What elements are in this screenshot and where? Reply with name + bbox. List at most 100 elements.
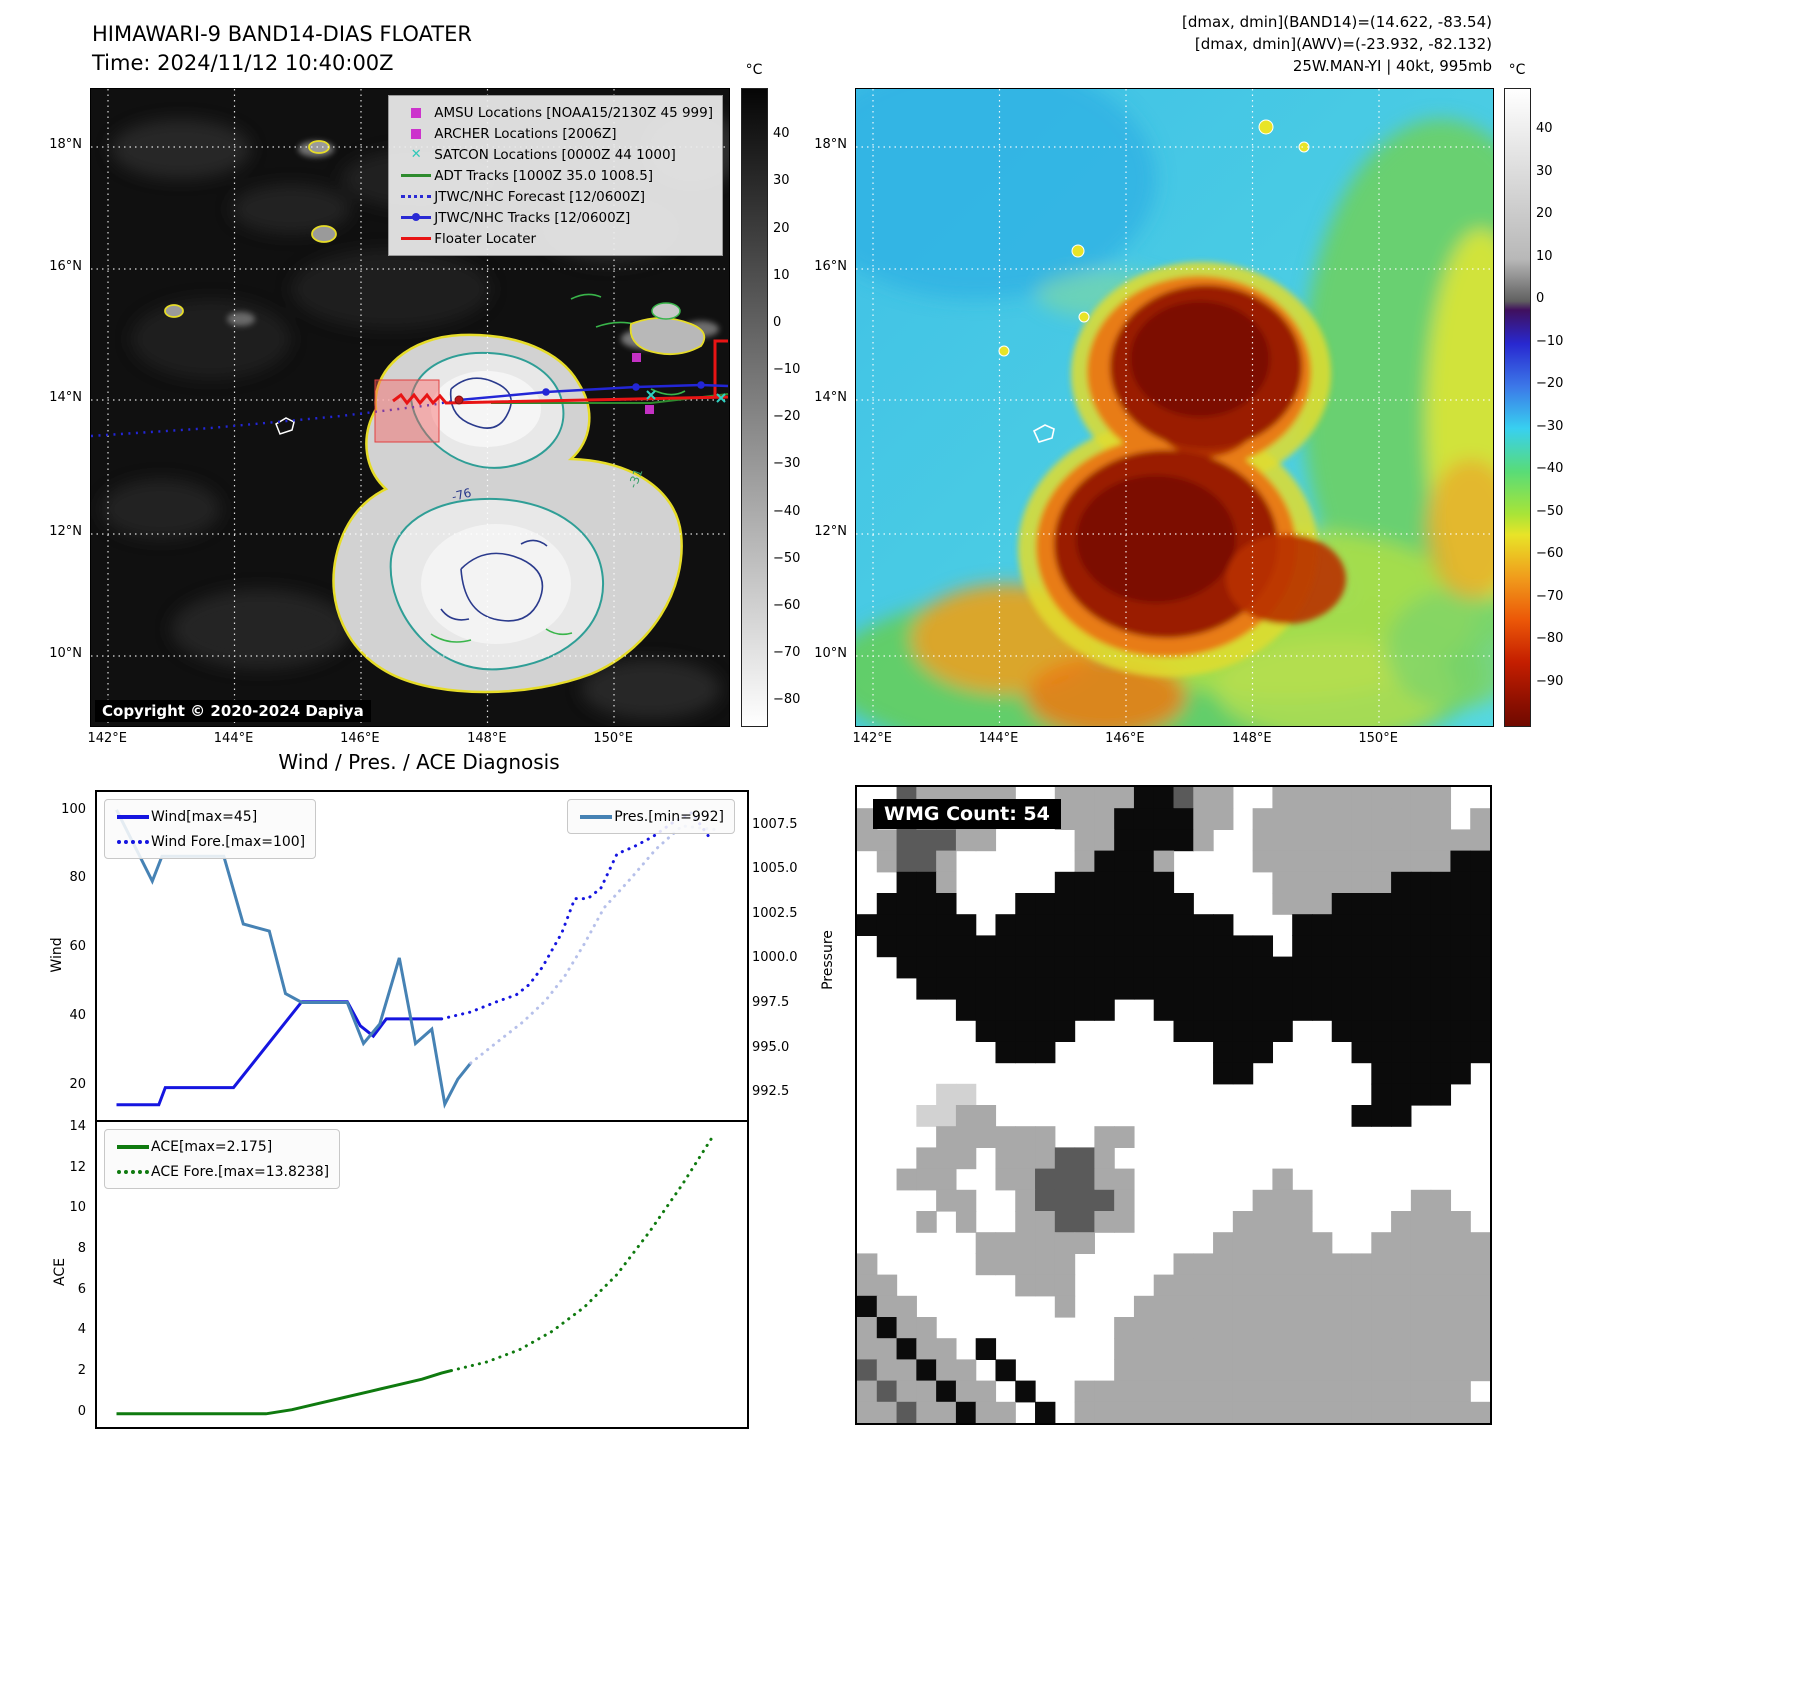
wmg-cell — [1450, 1380, 1471, 1403]
wmg-cell — [1094, 850, 1115, 873]
wmg-cell — [1094, 1211, 1115, 1233]
wmg-cell — [1074, 935, 1095, 958]
wmg-cell — [1410, 935, 1432, 958]
wmg-cell — [896, 1380, 917, 1403]
x-tick-label: 144°E — [213, 731, 254, 746]
legend-item: ARCHER Locations [2006Z] — [398, 123, 713, 144]
wmg-cell — [1311, 808, 1333, 830]
wmg-cell — [1292, 1253, 1313, 1276]
wmg-cell — [1035, 1401, 1056, 1423]
wmg-cell — [1015, 1020, 1036, 1042]
wmg-cell — [1074, 787, 1095, 809]
wmg-cell — [1430, 1274, 1452, 1297]
line-marker — [115, 1144, 151, 1149]
wmg-cell — [1054, 871, 1076, 894]
wmg-cell — [1292, 850, 1313, 873]
wmg-cell — [1074, 1147, 1095, 1170]
wmg-cell — [1114, 1189, 1135, 1212]
wmg-cell — [1410, 871, 1432, 894]
wmg-cell — [1074, 808, 1095, 830]
pressure-tick-label: 1002.5 — [752, 905, 798, 921]
wmg-cell — [1272, 787, 1293, 809]
wmg-cell — [1213, 787, 1234, 809]
wmg-cell — [1213, 999, 1234, 1021]
wmg-cell — [1331, 850, 1353, 873]
legend-label: ACE[max=2.175] — [151, 1138, 273, 1155]
wmg-cell — [1272, 829, 1293, 852]
wmg-cell — [955, 1211, 977, 1233]
x-tick-label: 148°E — [467, 731, 507, 746]
wmg-cell — [1351, 1274, 1372, 1297]
wmg-cell — [1035, 1147, 1056, 1170]
wmg-cell — [1410, 914, 1432, 936]
wmg-cell — [1193, 1295, 1214, 1318]
x-tick-label: 142°E — [87, 731, 127, 746]
wmg-cell — [1094, 1189, 1115, 1212]
wmg-cell — [1035, 1253, 1056, 1276]
wmg-cell — [1430, 1380, 1452, 1403]
wmg-cell — [1094, 999, 1115, 1021]
wmg-cell — [1430, 1211, 1452, 1233]
wmg-cell — [896, 935, 917, 958]
wmg-cell — [1292, 956, 1313, 979]
wmg-cell — [1410, 999, 1432, 1021]
wmg-cell — [1391, 787, 1412, 809]
wmg-cell — [857, 1338, 878, 1360]
awv-colorbar-unit: °C — [1508, 62, 1526, 78]
wmg-cell — [1232, 1020, 1254, 1042]
ace-legend: ACE[max=2.175] ACE Fore.[max=13.8238] — [104, 1129, 341, 1189]
wmg-cell — [1331, 1020, 1353, 1042]
wmg-cell — [1311, 1295, 1333, 1318]
wmg-cell — [876, 1338, 898, 1360]
wmg-cell — [975, 829, 997, 852]
wmg-cell — [1430, 914, 1452, 936]
wmg-cell — [1430, 1295, 1452, 1318]
wmg-cell — [1450, 935, 1471, 958]
wmg-cell — [1252, 1380, 1274, 1403]
wmg-cell — [1153, 1317, 1175, 1339]
wmg-cell — [1391, 1062, 1412, 1085]
wmg-cell — [1153, 871, 1175, 894]
band14-map-legend: AMSU Locations [NOAA15/2130Z 45 999] ARCH… — [388, 95, 723, 256]
wmg-cell — [1391, 1274, 1412, 1297]
wmg-cell — [1371, 871, 1392, 894]
wmg-cell — [1173, 1380, 1194, 1403]
wmg-cell — [916, 935, 937, 958]
wmg-cell — [1430, 1232, 1452, 1254]
wmg-cell — [1213, 935, 1234, 958]
chart-series — [116, 1369, 452, 1416]
wmg-cell — [1351, 808, 1372, 830]
band14-colorbar — [741, 88, 768, 727]
wmg-cell — [1252, 1232, 1274, 1254]
wmg-cell — [896, 850, 917, 873]
wmg-cell — [1470, 893, 1490, 915]
wind-legend: Wind[max=45] Wind Fore.[max=100] — [104, 799, 317, 859]
wmg-cell — [1292, 787, 1313, 809]
wmg-cell — [1450, 871, 1471, 894]
wmg-cell — [1430, 808, 1452, 830]
wmg-cell — [896, 871, 917, 894]
wmg-cell — [1153, 914, 1175, 936]
legend-label: ADT Tracks [1000Z 35.0 1008.5] — [434, 167, 654, 184]
wmg-cell — [1094, 914, 1115, 936]
satcon-markers — [646, 390, 726, 403]
wmg-cell — [1371, 1401, 1392, 1423]
y-tick-label: 18°N — [49, 136, 82, 152]
floater-locater-line — [392, 339, 729, 406]
colorbar-tick-label: −20 — [773, 409, 801, 425]
legend-label: ARCHER Locations [2006Z] — [434, 125, 617, 142]
wmg-cell — [876, 935, 898, 958]
band14-title-line1: HIMAWARI-9 BAND14-DIAS FLOATER — [92, 22, 472, 46]
legend-label: ACE Fore.[max=13.8238] — [151, 1163, 330, 1180]
wmg-cell — [1430, 977, 1452, 1000]
wmg-cell — [1193, 1317, 1214, 1339]
wmg-cell — [1193, 935, 1214, 958]
wmg-cell — [1133, 850, 1155, 873]
x-tick-label: 146°E — [340, 731, 380, 746]
wmg-cell — [1391, 999, 1412, 1021]
line-marker — [115, 814, 151, 819]
wmg-cell — [1470, 871, 1490, 894]
wmg-cell — [1272, 956, 1293, 979]
wmg-cell — [1430, 829, 1452, 852]
wmg-cell — [1331, 999, 1353, 1021]
